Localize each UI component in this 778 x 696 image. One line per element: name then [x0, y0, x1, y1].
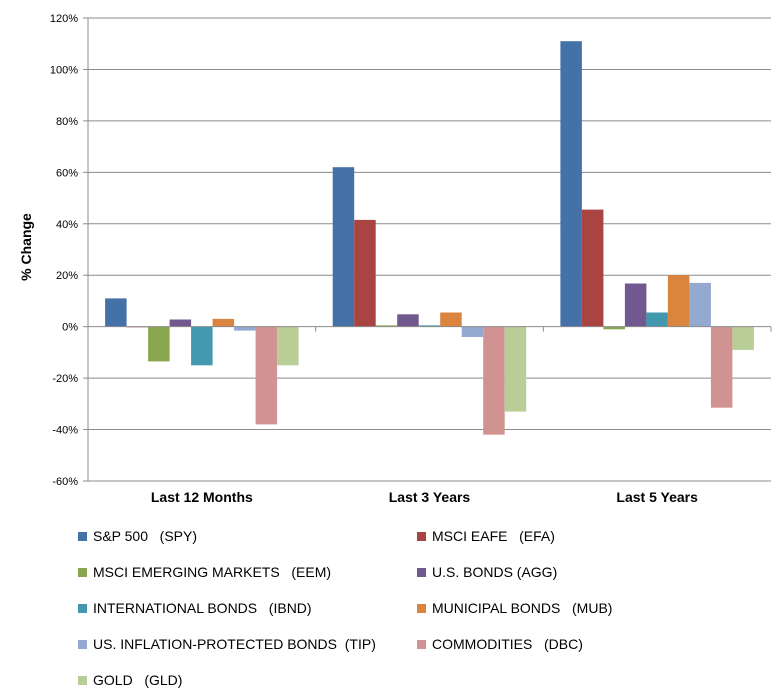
bar — [483, 326, 505, 435]
x-tick-label: Last 12 Months — [151, 489, 253, 505]
y-tick-label: 100% — [50, 64, 78, 76]
bar — [169, 319, 192, 327]
bar — [710, 326, 733, 408]
legend-item: US. INFLATION-PROTECTED BONDS (TIP) — [78, 636, 376, 652]
bar — [105, 298, 127, 327]
category-labels: Last 12 Months Last 3 Years Last 5 Years — [151, 489, 698, 505]
legend-label: COMMODITIES (DBC) — [432, 636, 583, 652]
legend-swatch — [78, 603, 87, 613]
legend-label: MSCI EMERGING MARKETS (EEM) — [93, 564, 332, 580]
gridlines — [88, 17, 771, 482]
bar — [440, 312, 462, 327]
x-tick-label: Last 5 Years — [616, 489, 698, 505]
legend-item: COMMODITIES (DBC) — [417, 636, 583, 652]
legend-label: GOLD (GLD) — [93, 672, 183, 688]
y-tick-label: 20% — [56, 270, 78, 282]
bar — [397, 314, 419, 327]
legend-swatch — [417, 567, 426, 577]
bar — [418, 325, 441, 327]
chart: 120% 100% 80% 60% 40% 20% 0% -20% -40% -60% Last … — [18, 13, 772, 505]
bar — [255, 326, 278, 425]
bar — [732, 326, 754, 350]
legend-swatch — [78, 531, 87, 541]
legend-item: GOLD (GLD) — [78, 672, 182, 688]
bar — [148, 326, 170, 362]
legend-item: MUNICIPAL BONDS (MUB) — [417, 600, 612, 616]
legend-item: S&P 500 (SPY) — [78, 528, 197, 544]
legend-label: US. INFLATION-PROTECTED BONDS (TIP) — [93, 636, 376, 652]
legend-swatch — [78, 639, 87, 649]
bar — [581, 209, 604, 327]
legend-item: MSCI EMERGING MARKETS (EEM) — [78, 564, 331, 580]
bar — [504, 326, 527, 412]
y-tick-label: 80% — [56, 116, 78, 128]
y-tick-label: 120% — [50, 13, 78, 25]
bar — [332, 167, 355, 327]
bar — [375, 325, 398, 327]
bar — [560, 41, 582, 327]
y-axis-label: % Change — [18, 213, 34, 281]
legend-swatch — [417, 531, 426, 541]
legend-label: S&P 500 (SPY) — [93, 528, 198, 544]
bar — [689, 282, 711, 327]
legend-swatch — [417, 639, 426, 649]
y-tick-label: -60% — [52, 476, 78, 488]
y-tick-label: 60% — [56, 167, 78, 179]
bar — [191, 326, 213, 366]
bar — [354, 219, 376, 327]
legend-label: MUNICIPAL BONDS (MUB) — [432, 600, 613, 616]
bar — [667, 275, 690, 327]
y-tick-label: -40% — [52, 425, 78, 437]
bar — [234, 326, 256, 331]
y-tick-label: 40% — [56, 219, 78, 231]
y-tick-label: 0% — [62, 322, 78, 334]
legend-item: INTERNATIONAL BONDS (IBND) — [78, 600, 312, 616]
bar — [603, 326, 625, 330]
bars — [105, 41, 754, 435]
bar — [461, 326, 484, 337]
legend-label: INTERNATIONAL BONDS (IBND) — [93, 600, 312, 616]
bar — [277, 326, 299, 366]
bar — [212, 318, 235, 327]
axes — [83, 17, 772, 482]
legend-swatch — [417, 603, 426, 613]
bar — [624, 283, 647, 327]
y-tick-labels: 120% 100% 80% 60% 40% 20% 0% -20% -40% -60% — [50, 13, 78, 488]
x-tick-label: Last 3 Years — [389, 489, 471, 505]
legend-item: U.S. BONDS (AGG) — [417, 564, 557, 580]
bar — [646, 312, 668, 327]
legend-swatch — [78, 675, 87, 685]
legend-swatch — [78, 567, 87, 577]
legend-item: MSCI EAFE (EFA) — [417, 528, 555, 544]
y-tick-label: -20% — [52, 373, 78, 385]
legend-label: U.S. BONDS (AGG) — [432, 564, 558, 580]
legend-label: MSCI EAFE (EFA) — [432, 528, 555, 544]
